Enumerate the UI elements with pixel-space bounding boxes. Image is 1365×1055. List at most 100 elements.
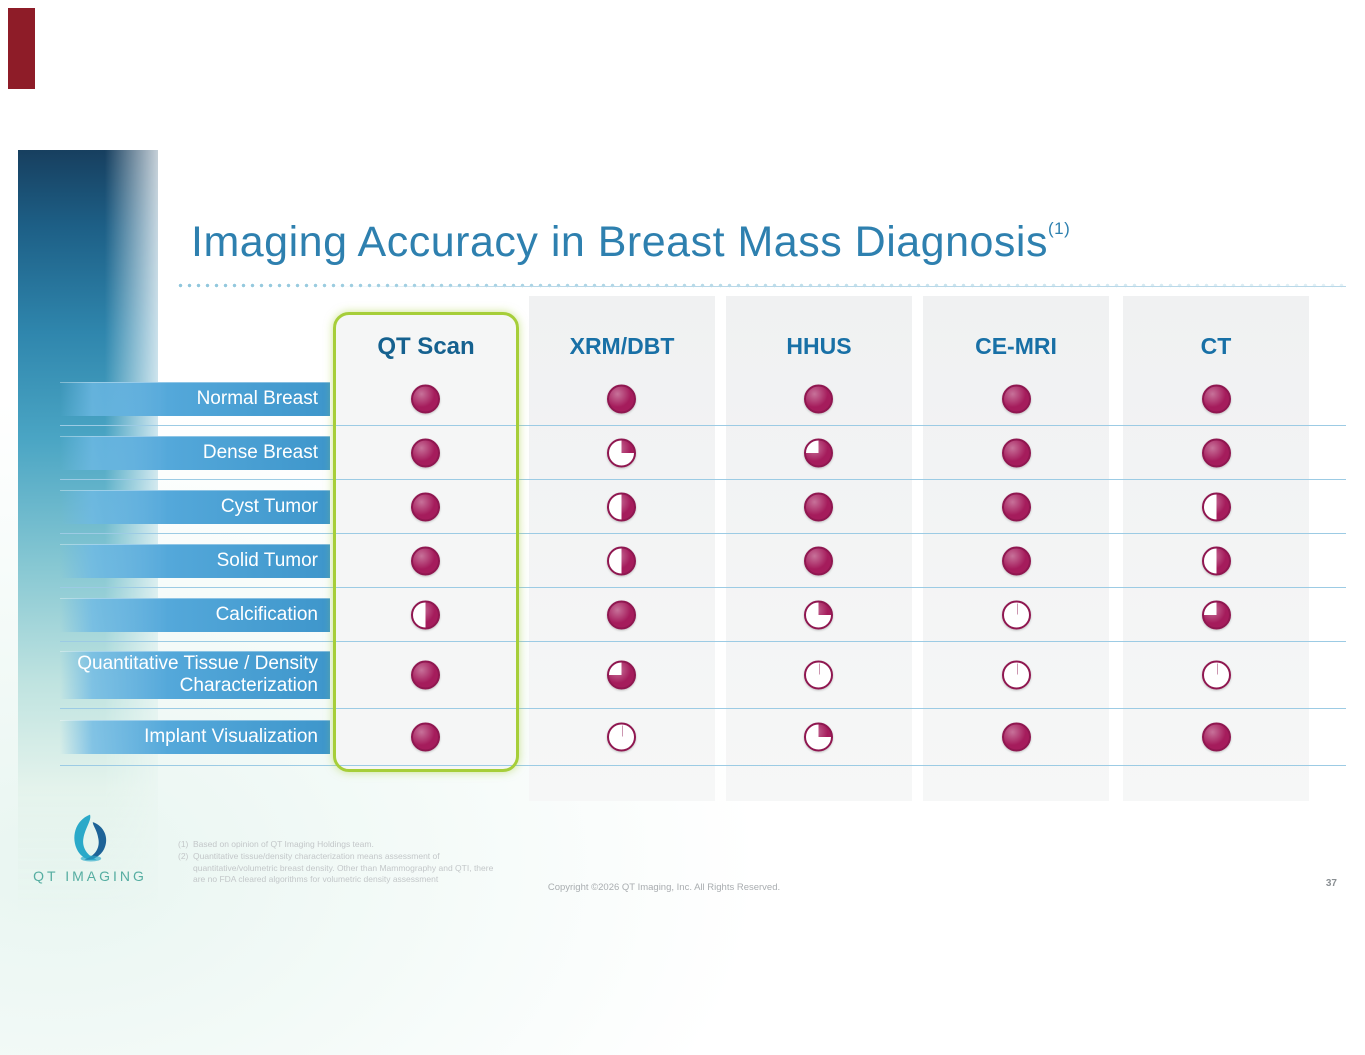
harvey-ball-100pct	[1002, 722, 1031, 752]
ball-cell	[607, 660, 636, 690]
ball-cell	[1002, 438, 1031, 467]
harvey-ball-100pct	[607, 384, 636, 413]
row-label-bar: Implant Visualization	[60, 720, 330, 754]
harvey-ball-75pct	[1202, 600, 1231, 629]
ball-cell	[1202, 722, 1231, 752]
ball-cell	[804, 600, 833, 629]
row-label-text: Cyst Tumor	[220, 495, 318, 517]
harvey-ball-100pct	[411, 492, 440, 521]
harvey-ball-100pct	[1002, 546, 1031, 575]
harvey-ball-50pct	[1202, 546, 1231, 575]
ball-cell	[804, 492, 833, 521]
ball-cell	[804, 660, 833, 690]
ball-cell	[1002, 546, 1031, 575]
ball-cell	[607, 384, 636, 413]
table-row: Solid Tumor	[60, 534, 1346, 588]
harvey-ball-100pct	[804, 384, 833, 413]
column-header-hhus: HHUS	[786, 333, 852, 359]
ball-cell	[411, 546, 440, 575]
ball-cell	[804, 384, 833, 413]
footnote-1-text: Based on opinion of QT Imaging Holdings …	[193, 839, 374, 849]
page-number: 37	[1325, 878, 1337, 889]
ball-cell	[804, 438, 833, 467]
harvey-ball-100pct	[1002, 438, 1031, 467]
row-label-text: Implant Visualization	[144, 726, 318, 748]
ball-cell	[1002, 722, 1031, 752]
row-label-bar: Normal Breast	[60, 381, 330, 416]
row-label-text: Calcification	[215, 603, 318, 625]
column-header-ct: CT	[1200, 333, 1232, 359]
table-row: Calcification	[60, 588, 1346, 642]
row-label-bar: Quantitative Tissue / Density Characteri…	[60, 651, 330, 699]
ball-cell	[1202, 438, 1231, 467]
harvey-ball-75pct	[804, 438, 833, 467]
copyright-text: Copyright ©2026 QT Imaging, Inc. All Rig…	[547, 882, 781, 893]
qt-imaging-logo-icon	[74, 814, 107, 862]
row-label-bar: Calcification	[60, 597, 330, 632]
qt-imaging-logo-text: QT IMAGING	[33, 868, 147, 884]
row-label-text: Normal Breast	[196, 387, 318, 409]
ball-cell	[1202, 546, 1231, 575]
row-label-bar: Cyst Tumor	[60, 489, 330, 524]
row-label-text: Dense Breast	[202, 441, 318, 463]
qt-imaging-logo: QT IMAGING	[28, 810, 152, 884]
column-header-ce-mri: CE-MRI	[975, 333, 1057, 359]
harvey-ball-75pct	[607, 660, 636, 690]
table-row: Implant Visualization	[60, 709, 1346, 766]
row-label-text: Quantitative Tissue / Density Characteri…	[77, 653, 318, 696]
page-title-text: Imaging Accuracy in Breast Mass Diagnosi…	[191, 218, 1048, 266]
harvey-ball-0pct	[1002, 600, 1031, 629]
ball-cell	[411, 660, 440, 690]
harvey-ball-25pct	[607, 438, 636, 467]
corner-accent-bar	[8, 8, 35, 89]
harvey-ball-100pct	[411, 722, 440, 752]
column-header-qt-scan: QT Scan	[377, 333, 475, 360]
table-row: Quantitative Tissue / Density Characteri…	[60, 642, 1346, 709]
comparison-rows: Normal Breast Dense Breast Cyst Tumor Solid…	[60, 372, 1346, 766]
harvey-ball-50pct	[1202, 492, 1231, 521]
footnote-1-marker: (1)	[178, 839, 189, 849]
row-label-bar: Dense Breast	[60, 435, 330, 470]
ball-cell	[1002, 492, 1031, 521]
table-row: Dense Breast	[60, 426, 1346, 480]
title-divider	[176, 283, 1346, 289]
ball-cell	[607, 492, 636, 521]
ball-cell	[607, 722, 636, 752]
ball-cell	[804, 722, 833, 752]
harvey-ball-50pct	[411, 600, 440, 629]
row-label-bar: Solid Tumor	[60, 543, 330, 578]
harvey-ball-100pct	[1202, 384, 1231, 413]
harvey-ball-100pct	[1202, 722, 1231, 752]
harvey-ball-25pct	[804, 600, 833, 629]
harvey-ball-100pct	[804, 492, 833, 521]
harvey-ball-100pct	[804, 546, 833, 575]
title-footnote-ref: (1)	[1047, 219, 1071, 238]
harvey-ball-100pct	[411, 546, 440, 575]
harvey-ball-50pct	[607, 546, 636, 575]
ball-cell	[411, 600, 440, 629]
footnote-2-text: Quantitative tissue/density characteriza…	[193, 851, 494, 885]
row-label-text: Solid Tumor	[216, 549, 318, 571]
table-row: Normal Breast	[60, 372, 1346, 426]
table-row: Cyst Tumor	[60, 480, 1346, 534]
ball-cell	[411, 492, 440, 521]
footnotes: (1) Based on opinion of QT Imaging Holdi…	[178, 839, 503, 887]
harvey-ball-0pct	[804, 660, 833, 690]
left-gradient-band	[18, 150, 158, 910]
harvey-ball-100pct	[1002, 384, 1031, 413]
ball-cell	[1202, 600, 1231, 629]
ball-cell	[607, 600, 636, 629]
harvey-ball-25pct	[804, 722, 833, 752]
ball-cell	[607, 546, 636, 575]
ball-cell	[411, 722, 440, 752]
ball-cell	[804, 546, 833, 575]
ball-cell	[1002, 600, 1031, 629]
harvey-ball-50pct	[607, 492, 636, 521]
ball-cell	[1002, 384, 1031, 413]
ball-cell	[1202, 660, 1231, 690]
harvey-ball-100pct	[1002, 492, 1031, 521]
column-header-xrm-dbt: XRM/DBT	[569, 333, 675, 359]
ball-cell	[1202, 384, 1231, 413]
footnote-2: (2) Quantitative tissue/density characte…	[178, 851, 503, 885]
harvey-ball-0pct	[607, 722, 636, 752]
